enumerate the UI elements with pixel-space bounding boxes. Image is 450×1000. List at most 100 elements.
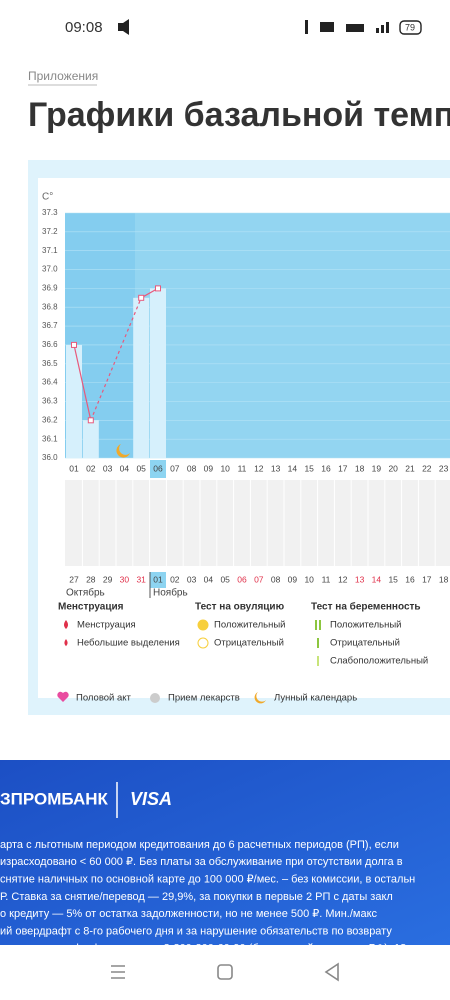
- month-label: Ноябрь: [153, 587, 188, 599]
- legend-item: Лунный календарь: [274, 693, 357, 704]
- y-tick-label: 36.6: [42, 340, 58, 349]
- x-tick-label: 17: [338, 463, 348, 473]
- x-tick-label: 21: [405, 463, 415, 473]
- x-tick-label: 10: [220, 463, 230, 473]
- cycle-date: 30: [120, 574, 130, 584]
- legend-group-title: Менструация: [58, 602, 124, 613]
- x-tick-label: 09: [204, 463, 214, 473]
- ad-brand: VISA: [130, 789, 172, 809]
- legend-item: Положительный: [214, 620, 285, 631]
- legend-icon: [315, 620, 317, 630]
- cycle-date: 28: [86, 574, 96, 584]
- temp-bar: [150, 288, 166, 458]
- temp-point: [87, 417, 94, 424]
- cycle-date: 03: [187, 574, 197, 584]
- legend-icon: [254, 692, 266, 704]
- cycle-date: 07: [254, 574, 264, 584]
- cycle-date: 02: [170, 574, 180, 584]
- y-tick-label: 37.2: [42, 227, 58, 236]
- ad-text: израсходовано < 60 000 ₽. Без платы за о…: [0, 856, 403, 868]
- temp-bar: [66, 344, 82, 458]
- cycle-date: 09: [288, 574, 298, 584]
- cycle-date: 12: [338, 574, 348, 584]
- nav-bar: [111, 962, 339, 982]
- legend-item: Положительный: [330, 620, 401, 631]
- x-tick-label: 02: [86, 463, 96, 473]
- ad-background: [0, 760, 450, 945]
- y-tick-label: 36.7: [42, 321, 58, 330]
- page-title: Графики базальной темпе: [28, 96, 450, 134]
- moon-icon: [116, 444, 130, 458]
- x-tick-label: 03: [103, 463, 113, 473]
- legend-group-title: Тест на беременность: [311, 601, 421, 613]
- x-tick-label: 14: [288, 463, 298, 473]
- legend-icon: [317, 656, 319, 666]
- ad-text: Р. Ставка за снятие/перевод — 29,9%, за …: [0, 891, 393, 903]
- x-tick-label: 05: [136, 463, 146, 473]
- cycle-date: 13: [355, 574, 365, 584]
- cycle-date: 15: [388, 574, 398, 584]
- cycle-date: 04: [204, 574, 214, 584]
- cycle-date: 01: [153, 574, 163, 584]
- ad-text: арта с льготным периодом кредитования до…: [0, 839, 399, 851]
- y-tick-label: 36.2: [42, 415, 58, 424]
- legend-item: Отрицательный: [214, 638, 284, 649]
- legend-icon: [197, 619, 209, 631]
- legend-item: Половой акт: [76, 693, 132, 704]
- ad-text: о кредиту — 5% от остатка задолженности,…: [0, 908, 378, 920]
- legend-icon: [64, 620, 68, 629]
- selected-date: [150, 460, 166, 478]
- legend-icon: [317, 638, 319, 648]
- y-axis-label: C°: [42, 192, 53, 203]
- ad-text: снятие наличных по основной карте до 100…: [0, 874, 415, 886]
- legend-item: Отрицательный: [330, 638, 400, 649]
- temp-bar: [82, 420, 99, 458]
- x-tick-label: 20: [388, 463, 398, 473]
- nav-home[interactable]: [217, 964, 233, 980]
- x-tick-label: 08: [187, 463, 197, 473]
- notes-grid: [65, 480, 450, 566]
- ad-bank: ЗПРОМБАНК: [0, 789, 108, 808]
- cycle-date: 08: [271, 574, 281, 584]
- legend-icon: [150, 693, 160, 703]
- legend-icon: [64, 639, 68, 647]
- temp-bar: [133, 297, 150, 458]
- x-tick-label: 16: [321, 463, 331, 473]
- y-tick-label: 37.3: [42, 208, 58, 217]
- x-tick-label: 06: [153, 463, 163, 473]
- legend-item: Менструация: [77, 620, 136, 631]
- ad-text: ЦБ РФ №354. Реклама.: [0, 960, 121, 972]
- temp-line: [90, 297, 142, 421]
- ad-text: е – на gazprombank.ru и по тел. 8-800-30…: [0, 943, 413, 955]
- ad-banner[interactable]: ЗПРОМБАНК VISA арта с льготным периодом кр…: [0, 760, 450, 972]
- x-tick-label: 12: [254, 463, 264, 473]
- cycle-date: 16: [405, 574, 415, 584]
- x-tick-label: 23: [439, 463, 449, 473]
- temp-point: [138, 294, 145, 301]
- y-tick-label: 37.1: [42, 246, 58, 255]
- temp-point: [71, 341, 77, 348]
- cycle-date: 14: [372, 574, 382, 584]
- x-tick-label: 19: [372, 463, 382, 473]
- x-tick-label: 15: [304, 463, 314, 473]
- legend-icon: [197, 637, 209, 649]
- legend-group-title: Тест на овуляцию: [195, 602, 285, 613]
- selected-cycle-date: [150, 572, 166, 588]
- nav-back[interactable]: [324, 962, 339, 982]
- cycle-date: 10: [304, 574, 314, 584]
- nav-menu[interactable]: [111, 965, 125, 979]
- legend-icon: [57, 691, 69, 702]
- y-tick-label: 36.3: [42, 397, 58, 406]
- legend-item: Небольшие выделения: [77, 638, 180, 649]
- y-tick-label: 37.0: [42, 265, 58, 274]
- cycle-date: 11: [322, 574, 331, 584]
- x-tick-label: 18: [355, 463, 365, 473]
- cycle-date: 05: [220, 574, 230, 584]
- battery-level: 79: [405, 22, 415, 32]
- legend-icon: [319, 620, 321, 630]
- cycle-date: 06: [237, 574, 247, 584]
- status-icons: [118, 19, 422, 35]
- breadcrumb[interactable]: Приложения: [28, 69, 98, 83]
- cycle-date: 27: [69, 574, 79, 584]
- x-tick-label: 01: [69, 463, 79, 473]
